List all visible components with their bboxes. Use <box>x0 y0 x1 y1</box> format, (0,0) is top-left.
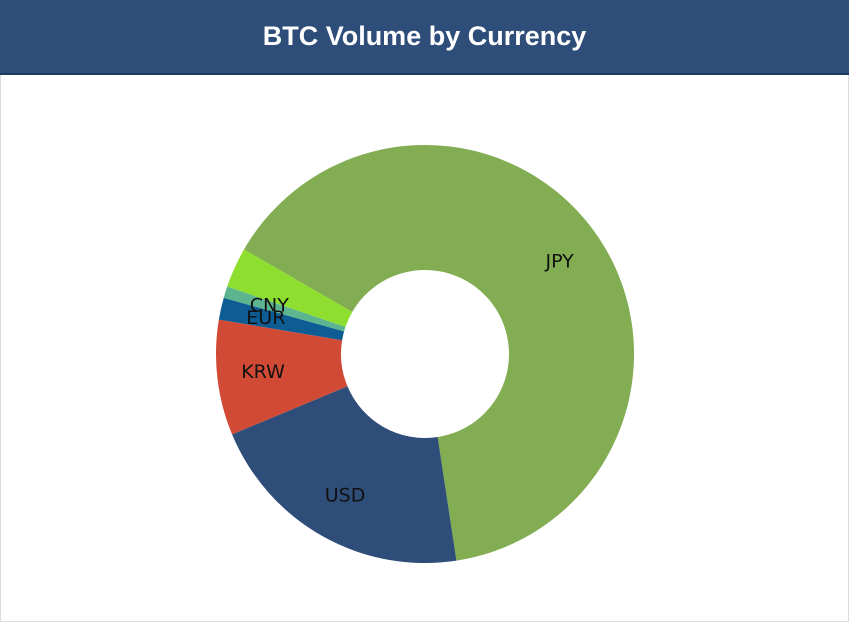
slice <box>244 144 635 561</box>
slice <box>232 386 457 563</box>
slice <box>223 286 346 332</box>
slice <box>218 297 345 341</box>
slice-label: CNY <box>250 294 289 316</box>
slice-label: JPY <box>545 251 575 273</box>
slice <box>227 249 353 327</box>
slice-label: KRW <box>241 361 285 383</box>
chart-title: BTC Volume by Currency <box>0 0 849 75</box>
slice-label: EUR <box>246 307 285 329</box>
slice <box>216 319 348 435</box>
slice-label: USD <box>325 485 366 507</box>
